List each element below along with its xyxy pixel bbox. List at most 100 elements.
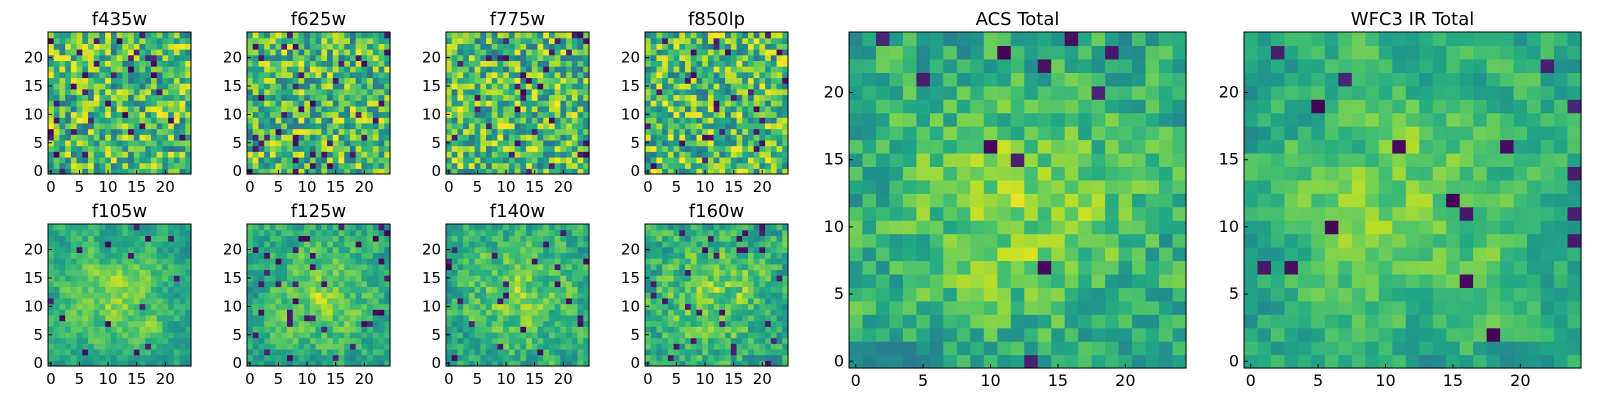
heatmap-cell [145, 49, 152, 56]
heatmap-cell [446, 343, 453, 350]
heatmap-cell [765, 156, 772, 164]
heatmap-cell [48, 354, 55, 361]
heatmap-cell [145, 168, 152, 175]
heatmap-cell [309, 122, 317, 130]
heatmap-cell [281, 360, 288, 367]
heatmap-cell [503, 246, 510, 253]
heatmap-cell [725, 168, 732, 175]
heatmap-cell [526, 71, 533, 79]
heatmap-cell [446, 156, 453, 164]
heatmap-cell [497, 354, 504, 361]
heatmap-cell [269, 94, 277, 101]
heatmap-cell [156, 263, 163, 271]
heatmap-cell [179, 32, 186, 39]
heatmap-cell [548, 43, 556, 50]
heatmap-cell [685, 94, 692, 101]
heatmap-cell [707, 66, 715, 73]
heatmap-cell [99, 235, 106, 242]
heatmap-cell [367, 252, 374, 259]
heatmap-cell [759, 320, 766, 327]
heatmap-cell [514, 337, 521, 344]
heatmap-cell [349, 88, 357, 96]
heatmap-cell [367, 303, 374, 310]
y-tick-label: 20 [621, 49, 640, 67]
heatmap-cell [110, 224, 118, 231]
heatmap-cell [457, 37, 464, 44]
heatmap-cell [577, 37, 584, 44]
heatmap-cell [258, 292, 265, 299]
heatmap-cell [116, 337, 123, 344]
heatmap-cell [287, 331, 294, 339]
heatmap-cell [156, 286, 163, 293]
heatmap-cell [486, 263, 493, 271]
heatmap-cell [667, 297, 675, 305]
heatmap-cell [315, 343, 322, 350]
heatmap-cell [468, 66, 476, 73]
heatmap-cell [150, 100, 158, 107]
heatmap-cell [355, 66, 362, 73]
heatmap-cell [48, 100, 55, 107]
heatmap-cell [753, 105, 760, 113]
heatmap-cell [548, 229, 556, 236]
heatmap-cell [53, 314, 61, 322]
heatmap-cell [707, 292, 715, 299]
heatmap-cell [548, 263, 556, 271]
heatmap-cell [719, 320, 726, 327]
heatmap-cell [446, 241, 453, 248]
heatmap-cell [332, 326, 340, 333]
heatmap-cell [173, 343, 181, 350]
heatmap-cell [497, 331, 504, 339]
heatmap-cell [65, 66, 72, 73]
heatmap-cell [162, 88, 169, 96]
heatmap-cell [656, 151, 663, 158]
heatmap-cell [105, 229, 112, 236]
heatmap-cell [662, 275, 669, 282]
heatmap-cell [503, 100, 510, 107]
heatmap-cell [304, 43, 311, 50]
heatmap-cell [88, 331, 95, 339]
heatmap-cell [168, 66, 175, 73]
heatmap-cell [696, 43, 703, 50]
heatmap-cell [650, 337, 658, 344]
heatmap-cell [520, 258, 527, 265]
heatmap-cell [446, 94, 453, 101]
heatmap-cell [730, 32, 738, 39]
heatmap-cell [93, 354, 101, 361]
heatmap-cell [650, 331, 658, 339]
heatmap-cell [258, 145, 265, 152]
heatmap-cell [508, 235, 516, 242]
heatmap-cell [474, 229, 481, 236]
heatmap-cell [99, 139, 106, 147]
heatmap-cell [747, 32, 755, 39]
heatmap-cell [776, 71, 783, 79]
heatmap-cell [673, 280, 680, 288]
heatmap-cell [269, 241, 277, 248]
heatmap-cell [480, 162, 487, 169]
heatmap-cell [514, 162, 521, 169]
heatmap-cell [378, 269, 385, 276]
heatmap-cell [571, 258, 579, 265]
heatmap-cell [662, 54, 669, 61]
heatmap-cell [145, 229, 152, 236]
heatmap-cell [76, 54, 83, 61]
heatmap-cell [48, 235, 55, 242]
heatmap-cell [719, 117, 726, 124]
heatmap-cell [304, 117, 311, 124]
heatmap-cell [145, 320, 152, 327]
heatmap-cell [361, 343, 368, 350]
heatmap-cell [281, 263, 288, 271]
heatmap-cell [782, 117, 789, 124]
heatmap-cell [53, 224, 61, 231]
heatmap-cell [105, 105, 112, 113]
heatmap-cell [508, 117, 516, 124]
heatmap-cell [258, 128, 265, 135]
heatmap-cell [168, 145, 175, 152]
heatmap-cell [59, 117, 66, 124]
heatmap-cell [713, 49, 720, 56]
heatmap-cell [372, 229, 380, 236]
heatmap-cell [315, 117, 322, 124]
heatmap-cell [474, 348, 481, 356]
heatmap-cell [503, 229, 510, 236]
heatmap-cell [48, 326, 55, 333]
heatmap-cell [765, 348, 772, 356]
